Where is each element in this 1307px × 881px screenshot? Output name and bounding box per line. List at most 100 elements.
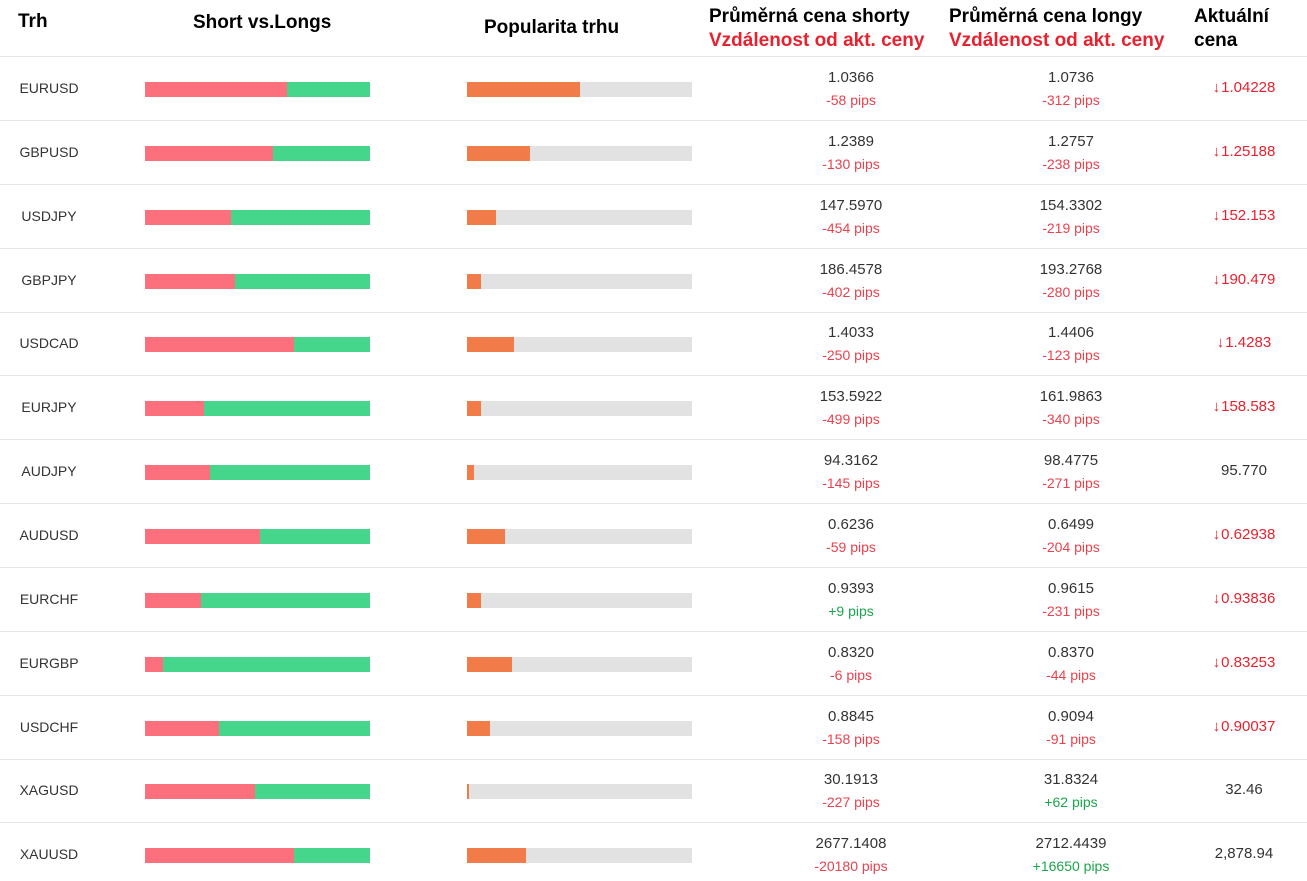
- avg-long-cell: 193.2768 -280 pips: [991, 261, 1151, 301]
- popularity-bar: [467, 784, 692, 800]
- avg-long-pips: +62 pips: [1044, 794, 1098, 811]
- market-symbol[interactable]: AUDUSD: [19, 526, 79, 543]
- header-avg-short[interactable]: Průměrná cena shorty Vzdálenost od akt. …: [709, 5, 924, 53]
- header-current-price[interactable]: Aktuální cena: [1194, 5, 1269, 53]
- table-row[interactable]: XAGUSD 30.1913 -227 pips 31.8324 +62 pips 32.…: [0, 759, 1307, 824]
- current-price: 0.83253: [1221, 653, 1276, 671]
- current-price: 152.153: [1221, 206, 1276, 224]
- avg-long-price: 1.2757: [1048, 132, 1094, 150]
- short-portion: [145, 592, 202, 608]
- short-portion: [145, 273, 235, 289]
- short-portion: [145, 401, 204, 417]
- short-long-bar: [145, 720, 370, 736]
- market-symbol[interactable]: USDJPY: [21, 207, 77, 224]
- table-row[interactable]: EURCHF 0.9393 +9 pips 0.9615 -231 pips ↓0.938…: [0, 568, 1307, 632]
- table-row[interactable]: GBPJPY 186.4578 -402 pips 193.2768 -280 pips…: [0, 249, 1307, 313]
- avg-short-pips: -59 pips: [826, 538, 876, 555]
- avg-short-cell: 2677.1408 -20180 pips: [771, 835, 931, 875]
- avg-long-cell: 1.2757 -238 pips: [991, 133, 1151, 173]
- avg-long-cell: 161.9863 -340 pips: [991, 388, 1151, 428]
- header-avg-long[interactable]: Průměrná cena longy Vzdálenost od akt. c…: [949, 5, 1164, 53]
- avg-short-cell: 0.8845 -158 pips: [771, 708, 931, 748]
- avg-short-price: 0.6236: [828, 515, 874, 533]
- popularity-bar: [467, 465, 692, 481]
- market-symbol[interactable]: EURUSD: [19, 80, 79, 96]
- popularity-fill: [467, 720, 490, 736]
- avg-short-price: 147.5970: [819, 196, 883, 214]
- market-symbol[interactable]: USDCAD: [19, 335, 79, 352]
- current-price-cell: ↓0.83253: [1184, 654, 1304, 671]
- avg-long-cell: 2712.4439 +16650 pips: [991, 835, 1151, 875]
- popularity-bar: [467, 209, 692, 225]
- short-long-bar: [145, 848, 370, 864]
- table-row[interactable]: AUDJPY 94.3162 -145 pips 98.4775 -271 pips 95…: [0, 440, 1307, 505]
- avg-short-cell: 1.2389 -130 pips: [771, 133, 931, 173]
- market-symbol[interactable]: GBPUSD: [19, 143, 79, 160]
- avg-short-price: 0.9393: [828, 579, 874, 597]
- header-current-line2: cena: [1194, 30, 1238, 51]
- avg-long-price: 0.9615: [1048, 579, 1094, 597]
- table-row[interactable]: XAUUSD 2677.1408 -20180 pips 2712.4439 +1665…: [0, 823, 1307, 881]
- avg-short-price: 186.4578: [819, 260, 883, 278]
- table-row[interactable]: USDCAD 1.4033 -250 pips 1.4406 -123 pips ↓1.4…: [0, 312, 1307, 377]
- table-row[interactable]: EURGBP 0.8320 -6 pips 0.8370 -44 pips ↓0.8325…: [0, 632, 1307, 696]
- avg-short-price: 0.8320: [828, 643, 874, 661]
- table-row[interactable]: USDJPY 147.5970 -454 pips 154.3302 -219 pips…: [0, 185, 1307, 249]
- market-symbol[interactable]: USDCHF: [19, 718, 79, 735]
- market-symbol[interactable]: XAUUSD: [19, 846, 79, 863]
- avg-short-price: 1.2389: [828, 132, 874, 150]
- avg-long-price: 0.9094: [1048, 707, 1094, 725]
- market-symbol[interactable]: XAGUSD: [19, 782, 79, 799]
- avg-short-pips: -6 pips: [829, 666, 873, 683]
- avg-short-cell: 147.5970 -454 pips: [771, 197, 931, 237]
- avg-long-price: 193.2768: [1039, 260, 1103, 278]
- market-symbol[interactable]: EURJPY: [21, 399, 77, 416]
- arrow-down-icon: ↓: [1212, 79, 1221, 96]
- table-row[interactable]: EURJPY 153.5922 -499 pips 161.9863 -340 pips…: [0, 376, 1307, 441]
- avg-short-cell: 0.8320 -6 pips: [771, 644, 931, 684]
- market-symbol[interactable]: AUDJPY: [21, 463, 77, 480]
- avg-short-price: 153.5922: [819, 388, 883, 406]
- market-symbol[interactable]: EURCHF: [19, 590, 79, 607]
- avg-short-pips: -227 pips: [822, 794, 880, 811]
- popularity-fill: [467, 784, 470, 800]
- header-short-vs-long[interactable]: Short vs.Longs: [193, 12, 332, 33]
- popularity-bar: [467, 592, 692, 608]
- popularity-fill: [467, 82, 580, 97]
- arrow-down-icon: ↓: [1212, 653, 1221, 671]
- avg-short-pips: -58 pips: [826, 92, 876, 108]
- short-portion: [145, 465, 211, 481]
- current-price-cell: ↓158.583: [1184, 398, 1304, 415]
- avg-long-cell: 0.8370 -44 pips: [991, 644, 1151, 684]
- avg-short-pips: -20180 pips: [814, 858, 888, 875]
- avg-long-pips: -91 pips: [1046, 730, 1096, 747]
- header-popularity[interactable]: Popularita trhu: [484, 17, 620, 38]
- avg-long-pips: -44 pips: [1046, 666, 1096, 683]
- table-row[interactable]: AUDUSD 0.6236 -59 pips 0.6499 -204 pips ↓0.62…: [0, 504, 1307, 568]
- table-row[interactable]: USDCHF 0.8845 -158 pips 0.9094 -91 pips ↓0.90…: [0, 696, 1307, 760]
- current-price-cell: 95.770: [1184, 462, 1304, 479]
- avg-long-price: 31.8324: [1043, 771, 1099, 789]
- short-portion: [145, 528, 260, 544]
- arrow-down-icon: ↓: [1212, 206, 1221, 224]
- header-market[interactable]: Trh: [18, 11, 48, 32]
- avg-long-price: 98.4775: [1043, 452, 1099, 470]
- avg-long-cell: 0.6499 -204 pips: [991, 516, 1151, 556]
- current-price-cell: ↓152.153: [1184, 207, 1304, 224]
- arrow-down-icon: ↓: [1212, 717, 1221, 735]
- current-price-cell: 2,878.94: [1184, 845, 1304, 862]
- avg-long-cell: 1.4406 -123 pips: [991, 324, 1151, 364]
- header-avg-long-distance: Vzdálenost od akt. ceny: [949, 30, 1165, 51]
- market-symbol[interactable]: GBPJPY: [21, 271, 77, 288]
- popularity-fill: [467, 273, 481, 289]
- avg-short-cell: 30.1913 -227 pips: [771, 771, 931, 811]
- table-row[interactable]: EURUSD 1.0366 -58 pips 1.0736 -312 pips ↓1.04…: [0, 57, 1307, 121]
- avg-long-pips: -219 pips: [1042, 219, 1100, 236]
- arrow-down-icon: ↓: [1212, 589, 1221, 607]
- short-long-bar: [145, 401, 370, 417]
- avg-long-pips: -123 pips: [1042, 347, 1100, 364]
- table-row[interactable]: GBPUSD 1.2389 -130 pips 1.2757 -238 pips ↓1.2…: [0, 121, 1307, 185]
- avg-long-pips: -204 pips: [1042, 538, 1100, 555]
- market-symbol[interactable]: EURGBP: [19, 654, 79, 671]
- popularity-bar: [467, 273, 692, 289]
